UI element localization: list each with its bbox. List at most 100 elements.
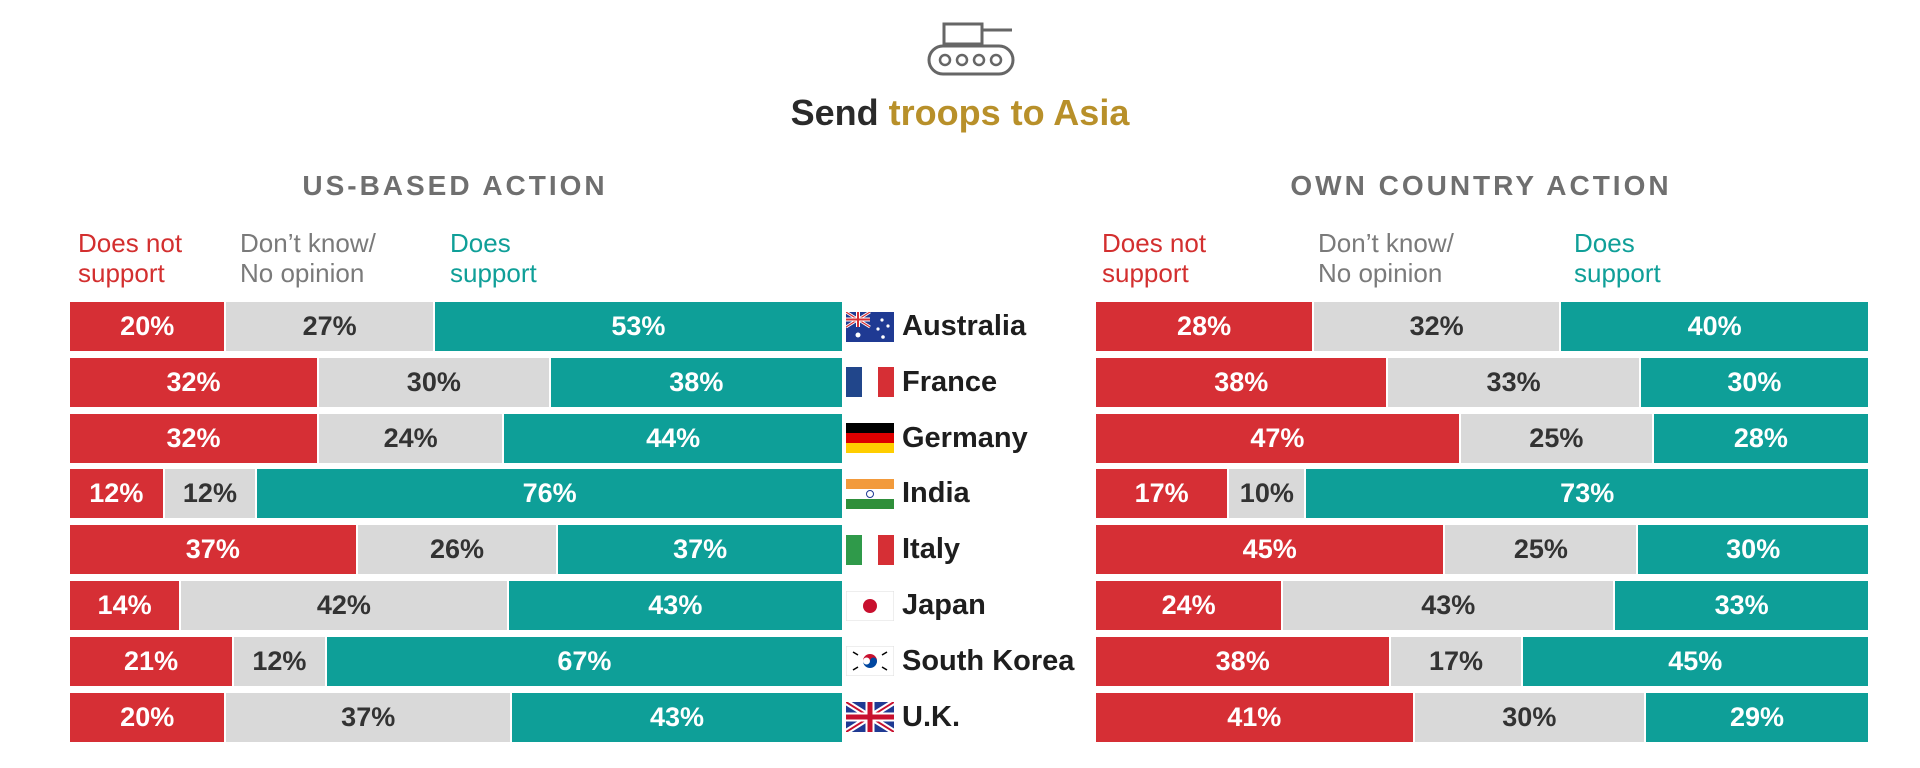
bar-segment-dont-know: 37% — [224, 692, 511, 742]
right-panel-title: OWN COUNTRY ACTION — [1290, 170, 1672, 201]
bar-segment-dont-know: 10% — [1227, 469, 1305, 519]
bar-segment-support: 38% — [548, 357, 842, 407]
bar-segment-support: 40% — [1559, 302, 1868, 351]
bar-segment-dont-know: 12% — [232, 636, 325, 686]
chart-title: Send troops to Asia — [0, 92, 1920, 134]
bar-segment-dont-know: 43% — [1281, 581, 1614, 630]
country-label: U.K. — [844, 693, 960, 742]
country-label: India — [846, 469, 970, 518]
right-legend-dont-know: Don’t know/ No opinion — [1318, 228, 1454, 288]
right-legend-support: Does support — [1574, 228, 1661, 288]
bar-segment-not-support: 38% — [1096, 357, 1387, 407]
bar-segment-dont-know: 30% — [1412, 692, 1645, 742]
bar-segment-support: 44% — [502, 413, 842, 463]
bar-segment-support: 76% — [255, 469, 842, 519]
right-bar-row: 38% 33% 30% — [1096, 357, 1868, 407]
right-legend-not-support: Does not support — [1102, 228, 1207, 288]
bar-segment-not-support: 24% — [1096, 581, 1282, 630]
germany-flag-icon — [846, 423, 894, 454]
bar-segment-not-support: 14% — [70, 581, 180, 630]
left-panel-title: US-BASED ACTION — [302, 170, 608, 201]
bar-segment-dont-know: 27% — [224, 302, 433, 351]
country-label: Italy — [846, 525, 960, 574]
bar-segment-not-support: 32% — [70, 357, 318, 407]
bar-segment-dont-know: 30% — [317, 357, 549, 407]
bar-segment-dont-know: 33% — [1386, 357, 1639, 407]
country-name: U.K. — [902, 700, 960, 733]
italy-flag-icon — [846, 534, 894, 565]
right-bar-row: 17% 10% 73% — [1096, 469, 1868, 519]
country-name: France — [902, 365, 998, 398]
bar-segment-dont-know: 26% — [355, 525, 557, 575]
bar-segment-dont-know: 12% — [162, 469, 256, 519]
australia-flag-icon — [845, 310, 894, 342]
right-bar-row: 24% 43% 33% — [1096, 581, 1868, 630]
country-label: Japan — [845, 581, 986, 630]
left-bar-row: 14% 42% 43% — [70, 581, 842, 630]
bar-segment-dont-know: 25% — [1458, 413, 1652, 463]
country-label: South Korea — [845, 637, 1075, 686]
bar-segment-support: 67% — [324, 636, 842, 686]
bar-segment-not-support: 41% — [1096, 692, 1413, 742]
left-bar-row: 12% 12% 76% — [70, 469, 842, 519]
bar-segment-support: 73% — [1304, 469, 1868, 519]
left-legend-dont-know: Don’t know/ No opinion — [240, 228, 376, 288]
country-label: Germany — [846, 414, 1028, 463]
right-bar-row: 41% 30% 29% — [1096, 692, 1868, 742]
south-korea-flag-icon — [845, 645, 895, 677]
right-bar-row: 45% 25% 30% — [1096, 525, 1868, 575]
bar-segment-not-support: 20% — [70, 692, 225, 742]
bar-segment-dont-know: 32% — [1312, 302, 1560, 351]
bar-segment-support: 30% — [1638, 357, 1868, 407]
tank-icon — [927, 22, 1015, 76]
country-name: Australia — [902, 310, 1027, 342]
left-bar-row: 32% 24% 44% — [70, 413, 842, 463]
bar-segment-not-support: 28% — [1096, 302, 1313, 351]
bar-segment-support: 29% — [1644, 692, 1868, 742]
country-name: South Korea — [902, 644, 1075, 677]
title-prefix: Send — [790, 92, 879, 133]
country-name: Japan — [902, 589, 986, 621]
bar-segment-dont-know: 17% — [1389, 636, 1521, 686]
bar-segment-not-support: 47% — [1096, 413, 1459, 463]
title-highlight: troops to Asia — [888, 92, 1130, 133]
bar-segment-not-support: 37% — [70, 525, 356, 575]
country-name: Italy — [902, 533, 961, 566]
bar-segment-dont-know: 25% — [1443, 525, 1637, 575]
bar-segment-not-support: 17% — [1096, 469, 1228, 519]
bar-segment-dont-know: 42% — [179, 581, 507, 630]
left-bar-row: 21% 12% 67% — [70, 636, 842, 686]
bar-segment-not-support: 45% — [1096, 525, 1444, 575]
bar-segment-not-support: 32% — [70, 413, 318, 463]
uk-flag-icon — [844, 699, 896, 735]
bar-segment-support: 43% — [506, 581, 842, 630]
bar-segment-not-support: 38% — [1096, 636, 1390, 686]
bar-segment-support: 37% — [556, 525, 842, 575]
india-flag-icon — [846, 478, 894, 509]
left-legend-not-support: Does not support — [78, 228, 183, 288]
bar-segment-support: 33% — [1613, 581, 1868, 630]
country-label: Australia — [845, 302, 1027, 351]
bar-segment-support: 30% — [1636, 525, 1868, 575]
bar-segment-not-support: 20% — [70, 302, 225, 351]
left-bar-row: 32% 30% 38% — [70, 357, 842, 407]
right-bar-row: 47% 25% 28% — [1096, 413, 1868, 463]
bar-segment-support: 43% — [510, 692, 842, 742]
bar-segment-not-support: 21% — [70, 636, 233, 686]
left-bar-row: 20% 37% 43% — [70, 692, 842, 742]
france-flag-icon — [846, 367, 894, 398]
country-name: Germany — [902, 421, 1028, 454]
left-bar-row: 20% 27% 53% — [70, 302, 842, 351]
country-name: India — [902, 477, 970, 510]
bar-segment-support: 53% — [432, 302, 842, 351]
bar-segment-dont-know: 24% — [317, 413, 503, 463]
japan-flag-icon — [845, 590, 895, 621]
right-bar-row: 28% 32% 40% — [1096, 302, 1868, 351]
left-bar-row: 37% 26% 37% — [70, 525, 842, 575]
bar-segment-not-support: 12% — [70, 469, 163, 519]
bar-segment-support: 28% — [1651, 413, 1868, 463]
right-bar-row: 38% 17% 45% — [1096, 636, 1868, 686]
left-legend-support: Does support — [450, 228, 537, 288]
country-label: France — [846, 358, 997, 407]
bar-segment-support: 45% — [1520, 636, 1868, 686]
